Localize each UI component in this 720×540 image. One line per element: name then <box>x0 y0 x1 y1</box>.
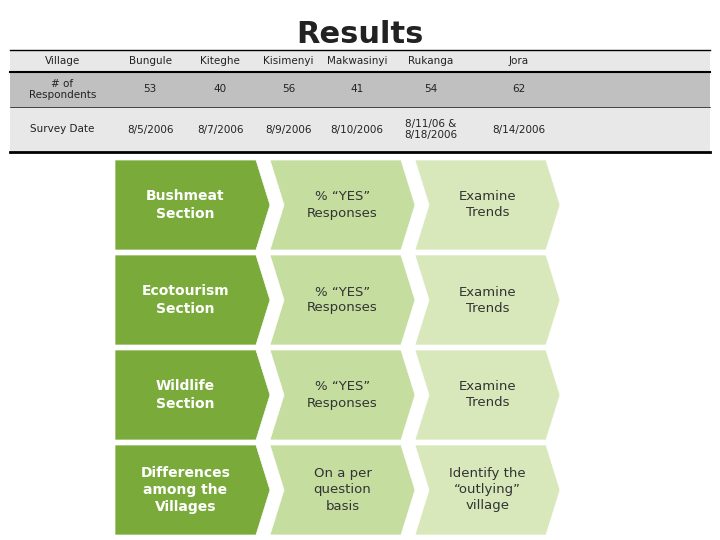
Text: 54: 54 <box>424 84 438 94</box>
Text: 62: 62 <box>512 84 525 94</box>
Text: 8/10/2006: 8/10/2006 <box>330 125 384 134</box>
FancyBboxPatch shape <box>10 107 710 152</box>
Polygon shape <box>115 445 270 535</box>
Polygon shape <box>270 350 415 440</box>
Text: Rukanga: Rukanga <box>408 56 454 66</box>
Text: Kiteghe: Kiteghe <box>200 56 240 66</box>
Text: Makwasinyi: Makwasinyi <box>327 56 387 66</box>
Polygon shape <box>115 160 270 250</box>
Text: # of
Respondents: # of Respondents <box>29 79 96 100</box>
Polygon shape <box>415 160 560 250</box>
Text: Ecotourism
Section: Ecotourism Section <box>142 285 229 316</box>
Text: 8/11/06 &
8/18/2006: 8/11/06 & 8/18/2006 <box>405 119 458 140</box>
Text: Wildlife
Section: Wildlife Section <box>156 379 215 410</box>
Text: 8/5/2006: 8/5/2006 <box>127 125 174 134</box>
Polygon shape <box>415 445 560 535</box>
Text: Examine
Trends: Examine Trends <box>459 191 516 219</box>
Polygon shape <box>415 255 560 345</box>
Polygon shape <box>115 255 270 345</box>
Text: 53: 53 <box>143 84 157 94</box>
Text: Bushmeat
Section: Bushmeat Section <box>146 190 225 221</box>
Text: Identify the
“outlying”
village: Identify the “outlying” village <box>449 468 526 512</box>
Text: Survey Date: Survey Date <box>30 125 95 134</box>
Polygon shape <box>270 255 415 345</box>
Polygon shape <box>415 350 560 440</box>
Text: Differences
among the
Villages: Differences among the Villages <box>140 465 230 514</box>
Polygon shape <box>115 350 270 440</box>
Text: Results: Results <box>297 20 423 49</box>
Text: Jora: Jora <box>508 56 528 66</box>
Text: Examine
Trends: Examine Trends <box>459 286 516 314</box>
Text: 56: 56 <box>282 84 295 94</box>
Text: Examine
Trends: Examine Trends <box>459 381 516 409</box>
Text: 41: 41 <box>351 84 364 94</box>
Text: On a per
question
basis: On a per question basis <box>314 468 372 512</box>
FancyBboxPatch shape <box>10 72 710 107</box>
Text: % “YES”
Responses: % “YES” Responses <box>307 191 378 219</box>
Text: 8/9/2006: 8/9/2006 <box>265 125 312 134</box>
Text: 40: 40 <box>213 84 227 94</box>
Polygon shape <box>270 445 415 535</box>
FancyBboxPatch shape <box>10 50 710 72</box>
Text: 8/14/2006: 8/14/2006 <box>492 125 545 134</box>
Polygon shape <box>270 160 415 250</box>
Text: % “YES”
Responses: % “YES” Responses <box>307 286 378 314</box>
Text: 8/7/2006: 8/7/2006 <box>197 125 243 134</box>
Text: Bungule: Bungule <box>128 56 171 66</box>
Text: Village: Village <box>45 56 80 66</box>
Text: Kisimenyi: Kisimenyi <box>264 56 314 66</box>
Text: % “YES”
Responses: % “YES” Responses <box>307 381 378 409</box>
